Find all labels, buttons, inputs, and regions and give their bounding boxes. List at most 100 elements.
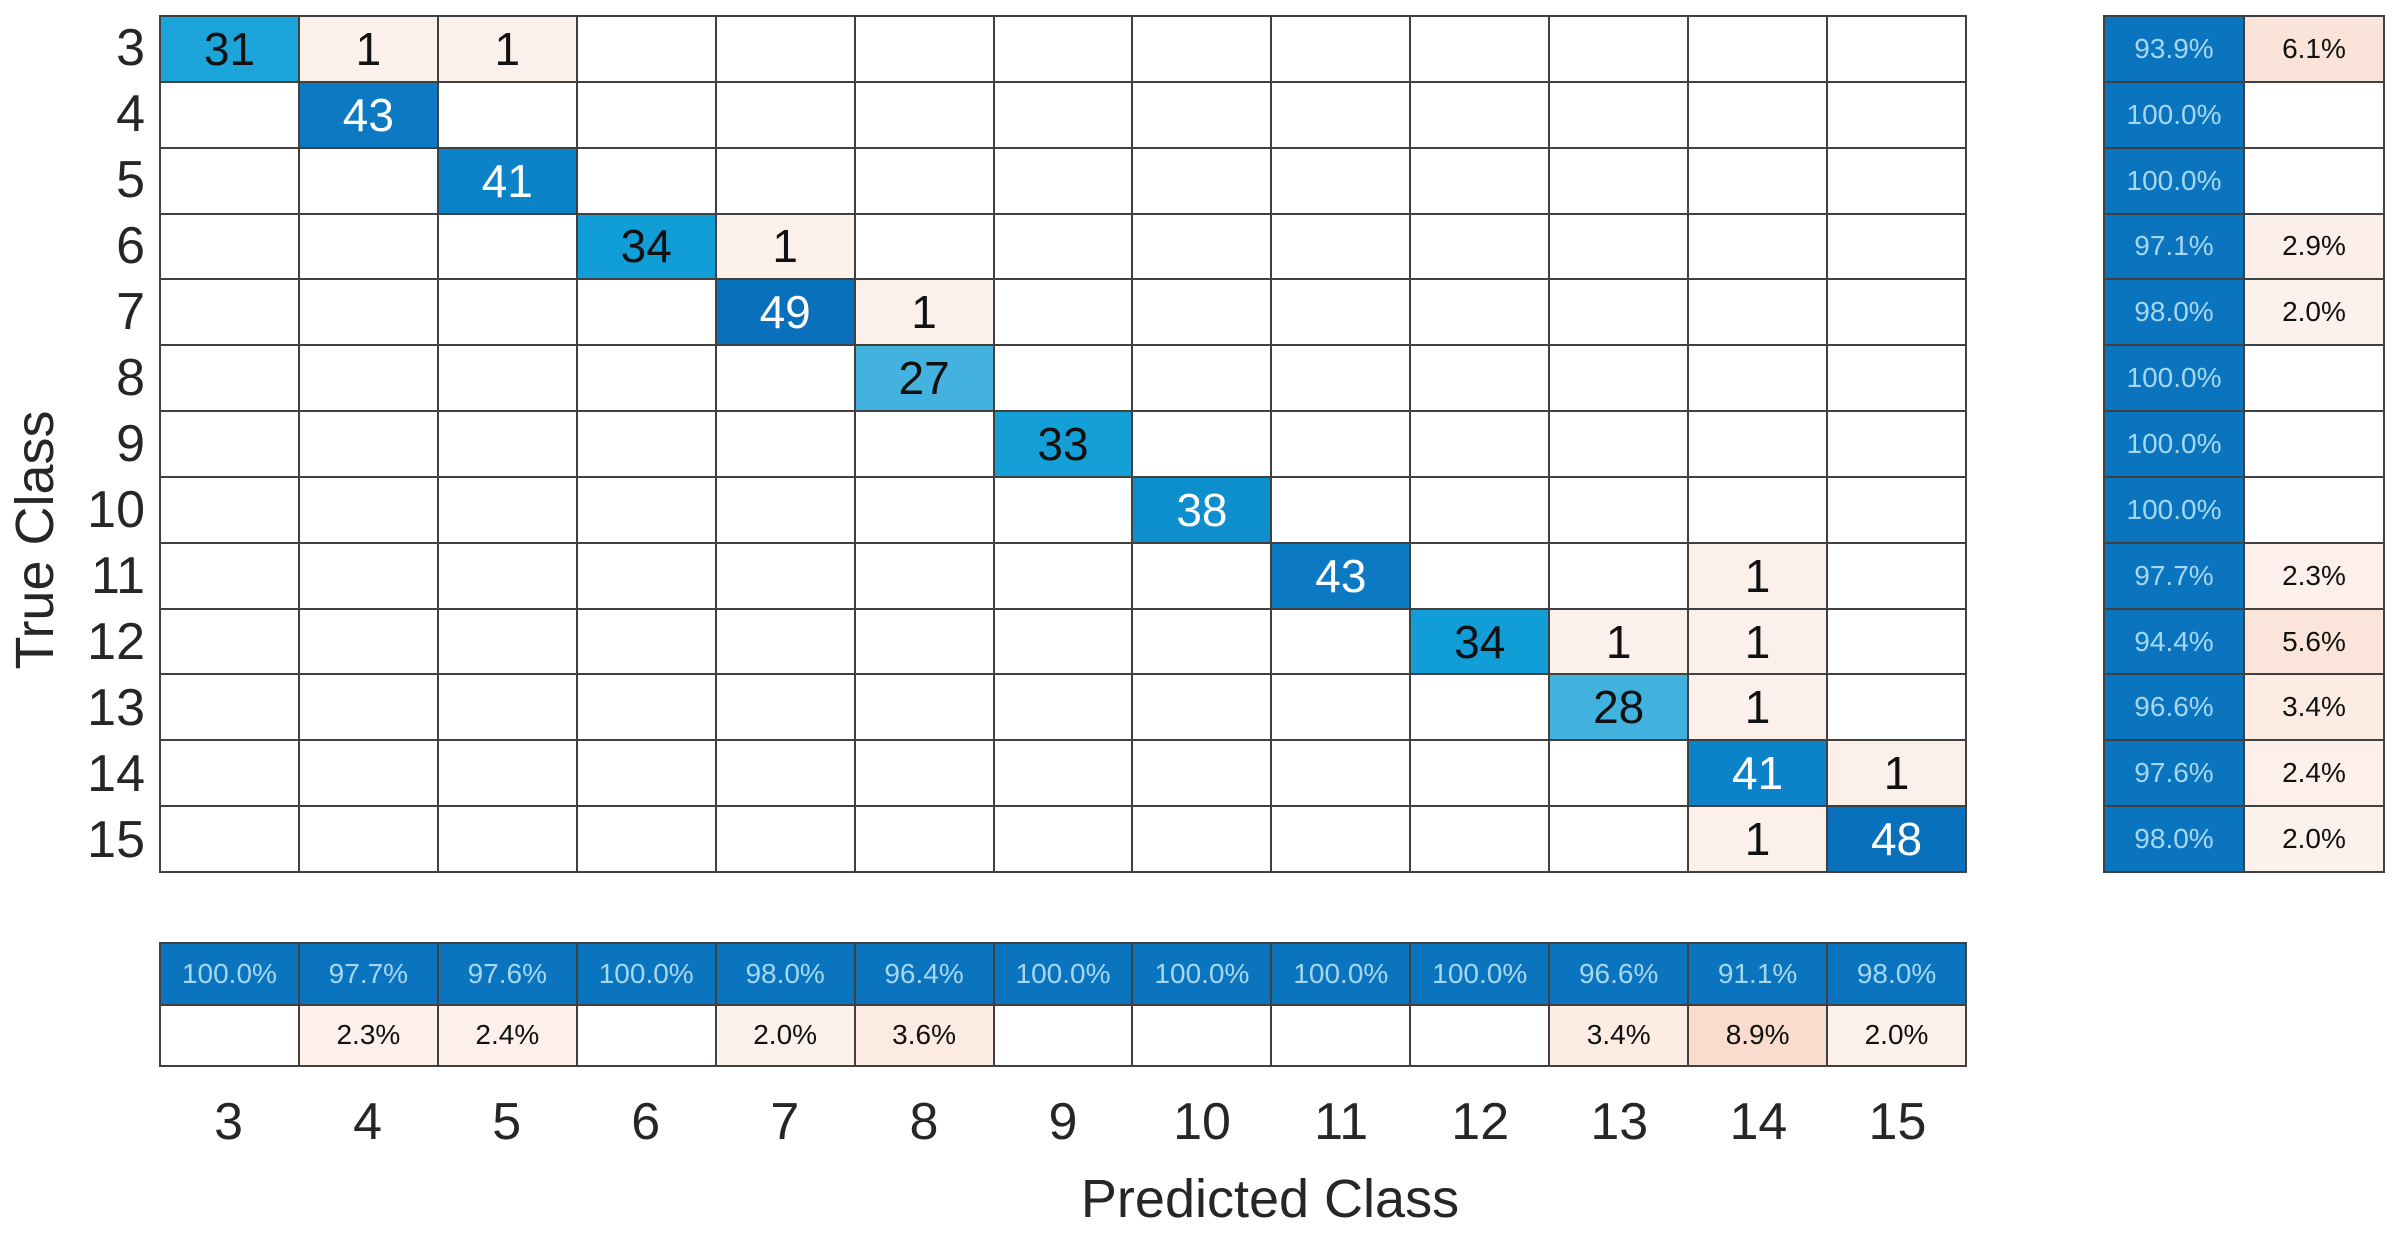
matrix-cell: 41 — [438, 148, 576, 213]
matrix-cell — [1550, 412, 1688, 476]
row-summary-incorrect-cell: 5.6% — [2245, 609, 2383, 674]
matrix-cell — [1272, 477, 1410, 542]
row-summary-incorrect-cell: 3.4% — [2245, 675, 2383, 740]
x-tick-label: 9 — [1048, 1093, 1078, 1151]
column-summary-correct-cell: 100.0% — [1411, 944, 1549, 1004]
matrix-cell — [1550, 477, 1688, 542]
row-summary-incorrect-cell: 2.9% — [2245, 214, 2383, 279]
matrix-cell — [1411, 17, 1549, 81]
matrix-cell — [1828, 477, 1965, 542]
x-axis-title: Predicted Class — [1080, 1169, 1460, 1229]
matrix-cell — [161, 214, 298, 279]
matrix-cell — [577, 807, 715, 871]
matrix-cell — [1133, 412, 1271, 476]
x-tick-label: 13 — [1590, 1093, 1649, 1151]
matrix-cell — [1689, 17, 1827, 81]
matrix-cell — [994, 17, 1132, 81]
matrix-cell: 1 — [1828, 741, 1965, 806]
matrix-cell — [855, 477, 993, 542]
matrix-cell — [1828, 280, 1965, 345]
matrix-cell — [855, 82, 993, 147]
column-summary-correct-cell: 97.6% — [438, 944, 576, 1004]
matrix-cell — [1411, 675, 1549, 740]
matrix-cell: 41 — [1689, 741, 1827, 806]
matrix-cell — [299, 280, 437, 345]
x-tick-label: 15 — [1868, 1093, 1927, 1151]
column-summary-incorrect-cell — [1133, 1005, 1271, 1065]
matrix-cell — [161, 609, 298, 674]
matrix-cell — [716, 82, 854, 147]
matrix-cell — [1550, 543, 1688, 608]
matrix-cell — [1828, 82, 1965, 147]
matrix-cell — [299, 543, 437, 608]
y-tick-labels: 3 4 5 6 7 8 9 10 11 12 13 14 15 — [0, 15, 145, 873]
x-tick-label: 3 — [214, 1093, 243, 1151]
y-tick-label: 15 — [87, 811, 145, 869]
column-summary-correct-cell: 96.4% — [855, 944, 993, 1004]
matrix-cell — [1272, 148, 1410, 213]
matrix-cell — [1689, 412, 1827, 476]
matrix-cell — [161, 477, 298, 542]
matrix-cell — [1272, 214, 1410, 279]
column-summary-incorrect-cell: 3.6% — [855, 1005, 993, 1065]
matrix-cell — [1689, 346, 1827, 411]
matrix-cell — [577, 477, 715, 542]
matrix-cell — [1828, 148, 1965, 213]
matrix-cell: 1 — [438, 17, 576, 81]
row-summary-correct-cell: 100.0% — [2105, 477, 2243, 542]
matrix-cell — [1133, 543, 1271, 608]
matrix-cell — [994, 609, 1132, 674]
row-summary-correct-cell: 97.6% — [2105, 741, 2243, 806]
row-summary-incorrect-cell: 2.0% — [2245, 280, 2383, 345]
matrix-cell — [1411, 741, 1549, 806]
column-summary-correct-cell: 96.6% — [1550, 944, 1688, 1004]
column-summary-incorrect-cell — [1272, 1005, 1410, 1065]
matrix-cell — [994, 477, 1132, 542]
matrix-cell — [855, 675, 993, 740]
matrix-cell — [438, 807, 576, 871]
matrix-cell — [994, 675, 1132, 740]
matrix-cell — [161, 807, 298, 871]
matrix-cell — [1411, 214, 1549, 279]
y-tick-label: 14 — [87, 745, 145, 803]
matrix-cell — [1133, 17, 1271, 81]
matrix-cell: 1 — [855, 280, 993, 345]
matrix-cell: 43 — [299, 82, 437, 147]
y-tick-label: 7 — [116, 283, 145, 341]
matrix-cell: 1 — [1689, 609, 1827, 674]
matrix-cell — [1550, 214, 1688, 279]
matrix-cell: 1 — [299, 17, 437, 81]
row-summary-correct-cell: 97.1% — [2105, 214, 2243, 279]
row-summary-correct-cell: 94.4% — [2105, 609, 2243, 674]
matrix-cell: 28 — [1550, 675, 1688, 740]
matrix-cell — [716, 17, 854, 81]
column-summary-incorrect-cell: 2.0% — [716, 1005, 854, 1065]
matrix-cell — [161, 82, 298, 147]
matrix-cell — [716, 543, 854, 608]
matrix-cell — [1550, 280, 1688, 345]
matrix-cell — [299, 346, 437, 411]
matrix-cell — [1828, 214, 1965, 279]
matrix-cell — [994, 148, 1132, 213]
matrix-cell — [161, 412, 298, 476]
column-summary-incorrect-cell: 2.0% — [1828, 1005, 1965, 1065]
matrix-cell — [1828, 17, 1965, 81]
row-summary-correct-cell: 100.0% — [2105, 148, 2243, 213]
matrix-cell — [438, 346, 576, 411]
matrix-cell — [855, 807, 993, 871]
matrix-cell — [1689, 82, 1827, 147]
matrix-cell — [299, 675, 437, 740]
matrix-cell: 31 — [161, 17, 298, 81]
matrix-cell — [994, 346, 1132, 411]
column-summary-incorrect-cell — [577, 1005, 715, 1065]
matrix-cell — [994, 807, 1132, 871]
matrix-cell — [577, 412, 715, 476]
row-summary-incorrect-cell: 6.1% — [2245, 17, 2383, 81]
matrix-cell: 43 — [1272, 543, 1410, 608]
matrix-cell — [716, 741, 854, 806]
matrix-cell — [438, 543, 576, 608]
column-summary-incorrect-cell: 3.4% — [1550, 1005, 1688, 1065]
matrix-cell — [716, 675, 854, 740]
x-tick-label: 8 — [909, 1093, 939, 1151]
